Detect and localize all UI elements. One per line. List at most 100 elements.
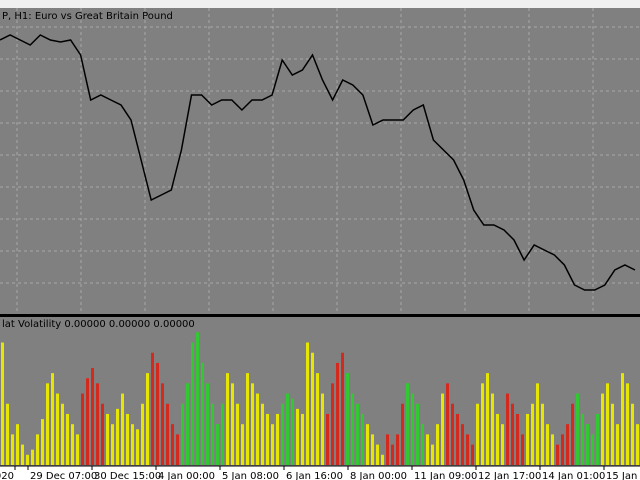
volatility-bar [456,413,459,465]
volatility-bar [226,373,229,465]
volatility-bar [461,424,464,465]
volatility-bar [566,424,569,465]
time-label: 6 Jan 16:00 [286,471,343,480]
volatility-bar [276,413,279,465]
volatility-bar [26,454,29,465]
volatility-bar [181,403,184,465]
volatility-bar [601,393,604,465]
volatility-bar [291,398,294,465]
volatility-bar [581,413,584,465]
volatility-bar [66,413,69,465]
volatility-bar [46,383,49,465]
volatility-bar [476,403,479,465]
time-label: 29 Dec 07:00 [30,471,97,480]
volatility-bar [331,383,334,465]
volatility-bar [381,454,384,465]
volatility-bar [511,403,514,465]
volatility-bar [556,444,559,465]
volatility-bar [591,434,594,465]
time-label: 4 Jan 00:00 [158,471,215,480]
volatility-bar [156,362,159,465]
volatility-bar [526,413,529,465]
volatility-bar [626,383,629,465]
volatility-bar [481,383,484,465]
volatility-bar [596,413,599,465]
time-label: 14 Jan 01:00 [542,471,605,480]
volatility-bar [431,444,434,465]
volatility-bar [91,368,94,465]
volatility-bar [271,424,274,465]
volatility-bar [31,449,34,465]
volatility-bar [221,403,224,465]
volatility-bar [196,332,199,465]
volatility-bar [241,424,244,465]
volatility-bar [211,403,214,465]
volatility-bar [336,362,339,465]
volatility-bar [21,444,24,465]
volatility-bar [406,383,409,465]
volatility-bar [11,434,14,465]
volatility-bar [311,352,314,465]
volatility-bar [76,434,79,465]
time-axis [0,466,640,480]
volatility-bar [96,383,99,465]
volatility-bar [396,434,399,465]
panel-separator [0,314,640,317]
volatility-bar [36,434,39,465]
volatility-bar [301,413,304,465]
volatility-bar [586,424,589,465]
volatility-bar [251,383,254,465]
volatility-bar [496,413,499,465]
volatility-bar [346,373,349,465]
volatility-bar [611,403,614,465]
volatility-bar [1,342,4,465]
volatility-bar [411,393,414,465]
time-label: 020 [0,471,14,480]
volatility-bar [266,413,269,465]
volatility-bar [176,434,179,465]
time-label: 12 Jan 17:00 [478,471,541,480]
indicator-title: lat Volatility 0.00000 0.00000 0.00000 [2,319,195,330]
volatility-bar [606,383,609,465]
volatility-bar [51,373,54,465]
volatility-bar [531,403,534,465]
volatility-bar [326,413,329,465]
time-label: 8 Jan 00:00 [350,471,407,480]
volatility-bar [386,434,389,465]
volatility-bar [256,393,259,465]
chart-title: P, H1: Euro vs Great Britain Pound [2,11,173,22]
price-line [0,34,636,291]
volatility-bar [116,408,119,465]
volatility-bar [286,393,289,465]
volatility-bar [636,424,639,465]
volatility-bar [201,362,204,465]
volatility-bar [6,403,9,465]
volatility-bar [561,434,564,465]
top-strip [0,0,640,8]
time-label: 11 Jan 09:00 [414,471,477,480]
volatility-bar [306,342,309,465]
volatility-bar [506,393,509,465]
volatility-bar [186,383,189,465]
volatility-bar [366,424,369,465]
time-label: 15 Jan 0 [606,471,640,480]
volatility-bar [321,393,324,465]
volatility-bar [111,424,114,465]
volatility-bar [416,403,419,465]
volatility-bar [391,444,394,465]
volatility-bar [101,403,104,465]
volatility-bar [421,424,424,465]
volatility-bar [61,403,64,465]
volatility-bar [296,408,299,465]
volatility-bar [161,383,164,465]
volatility-bar [136,429,139,465]
volatility-bar [516,413,519,465]
volatility-bar [446,383,449,465]
volatility-bar [131,424,134,465]
volatility-bar [551,434,554,465]
volatility-bar [166,403,169,465]
volatility-bar [41,419,44,465]
volatility-bar [146,373,149,465]
volatility-bar [451,403,454,465]
